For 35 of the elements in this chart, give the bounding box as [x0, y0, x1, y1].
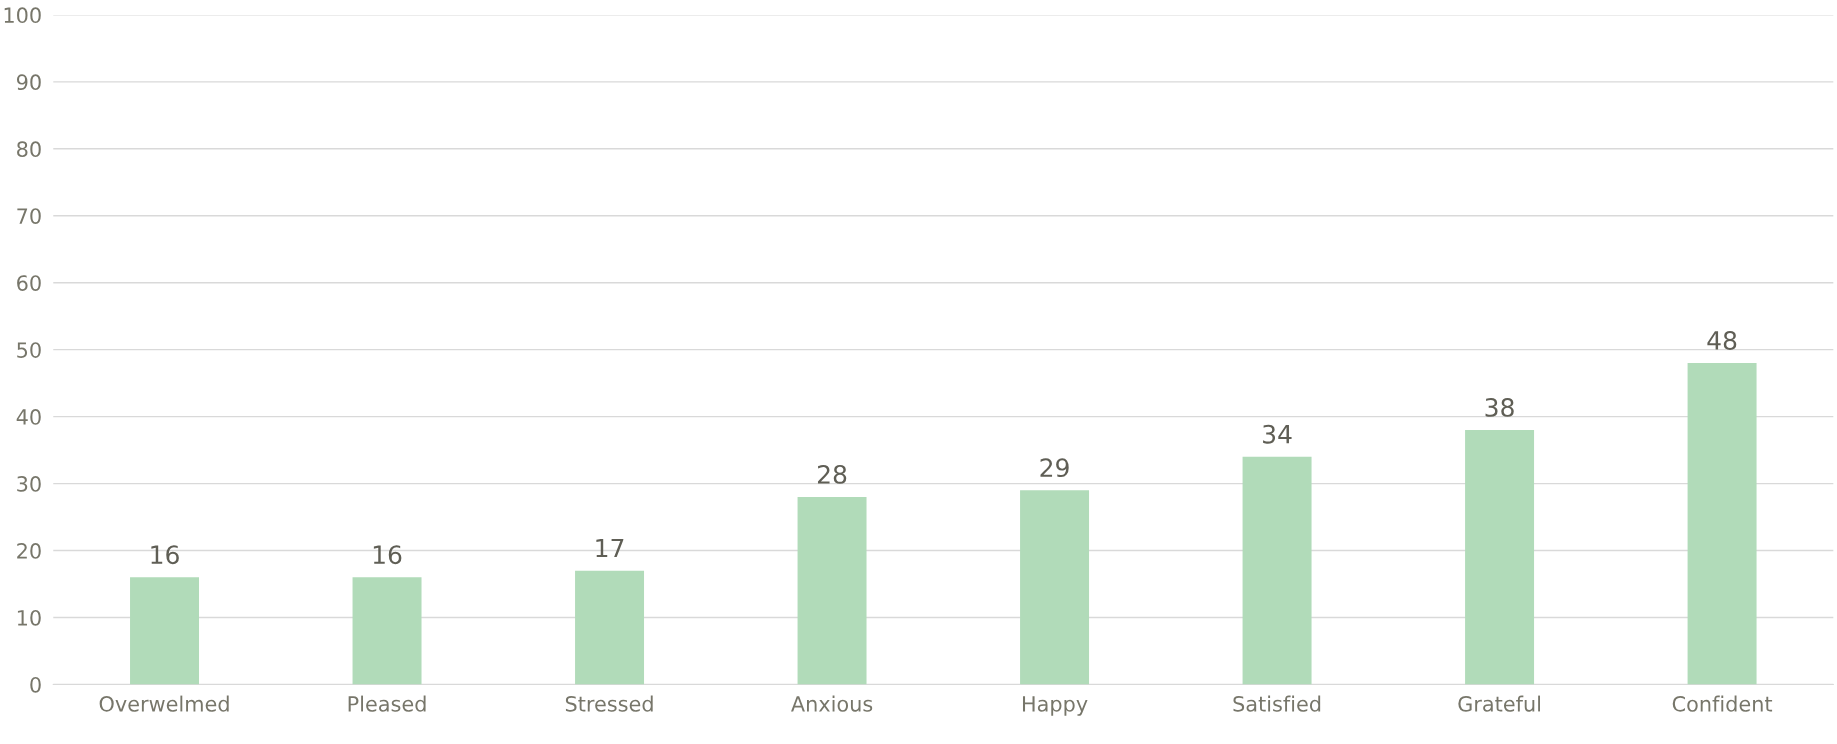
bar — [1020, 490, 1090, 685]
bar — [1465, 430, 1535, 685]
x-tick-label: Pleased — [348, 695, 426, 712]
y-tick-label: 80 — [17, 141, 41, 158]
data-label: 29 — [1040, 458, 1069, 478]
y-tick-label: 0 — [30, 676, 41, 693]
data-label: 38 — [1485, 397, 1514, 417]
x-tick-label: Overwelmed — [99, 695, 229, 712]
y-tick-label: 30 — [17, 476, 41, 492]
bar — [130, 577, 200, 685]
bar — [797, 496, 867, 685]
y-tick-label: 100 — [4, 7, 41, 24]
data-label: 16 — [151, 545, 179, 565]
data-label: 16 — [373, 545, 402, 565]
data-label: 28 — [817, 464, 847, 484]
bar — [1242, 456, 1312, 685]
bar — [1687, 363, 1757, 685]
data-label: 17 — [596, 538, 624, 558]
x-tick-label: Stressed — [565, 695, 653, 712]
y-tick-label: 10 — [17, 609, 41, 626]
y-tick-label: 90 — [16, 74, 41, 91]
x-tick-label: Happy — [1022, 696, 1088, 716]
y-tick-label: 50 — [17, 342, 41, 358]
bar — [352, 577, 422, 685]
bar — [575, 570, 645, 685]
data-label: 48 — [1707, 330, 1737, 350]
x-tick-label: Anxious — [791, 695, 873, 712]
y-tick-label: 20 — [17, 543, 41, 559]
y-tick-label: 60 — [17, 275, 41, 291]
y-tick-label: 40 — [16, 409, 41, 425]
y-tick-label: 70 — [17, 208, 41, 224]
x-tick-label: Grateful — [1458, 695, 1541, 712]
x-tick-label: Confident — [1672, 695, 1773, 712]
data-label: 34 — [1263, 424, 1292, 444]
x-tick-label: Satisfied — [1233, 695, 1321, 712]
